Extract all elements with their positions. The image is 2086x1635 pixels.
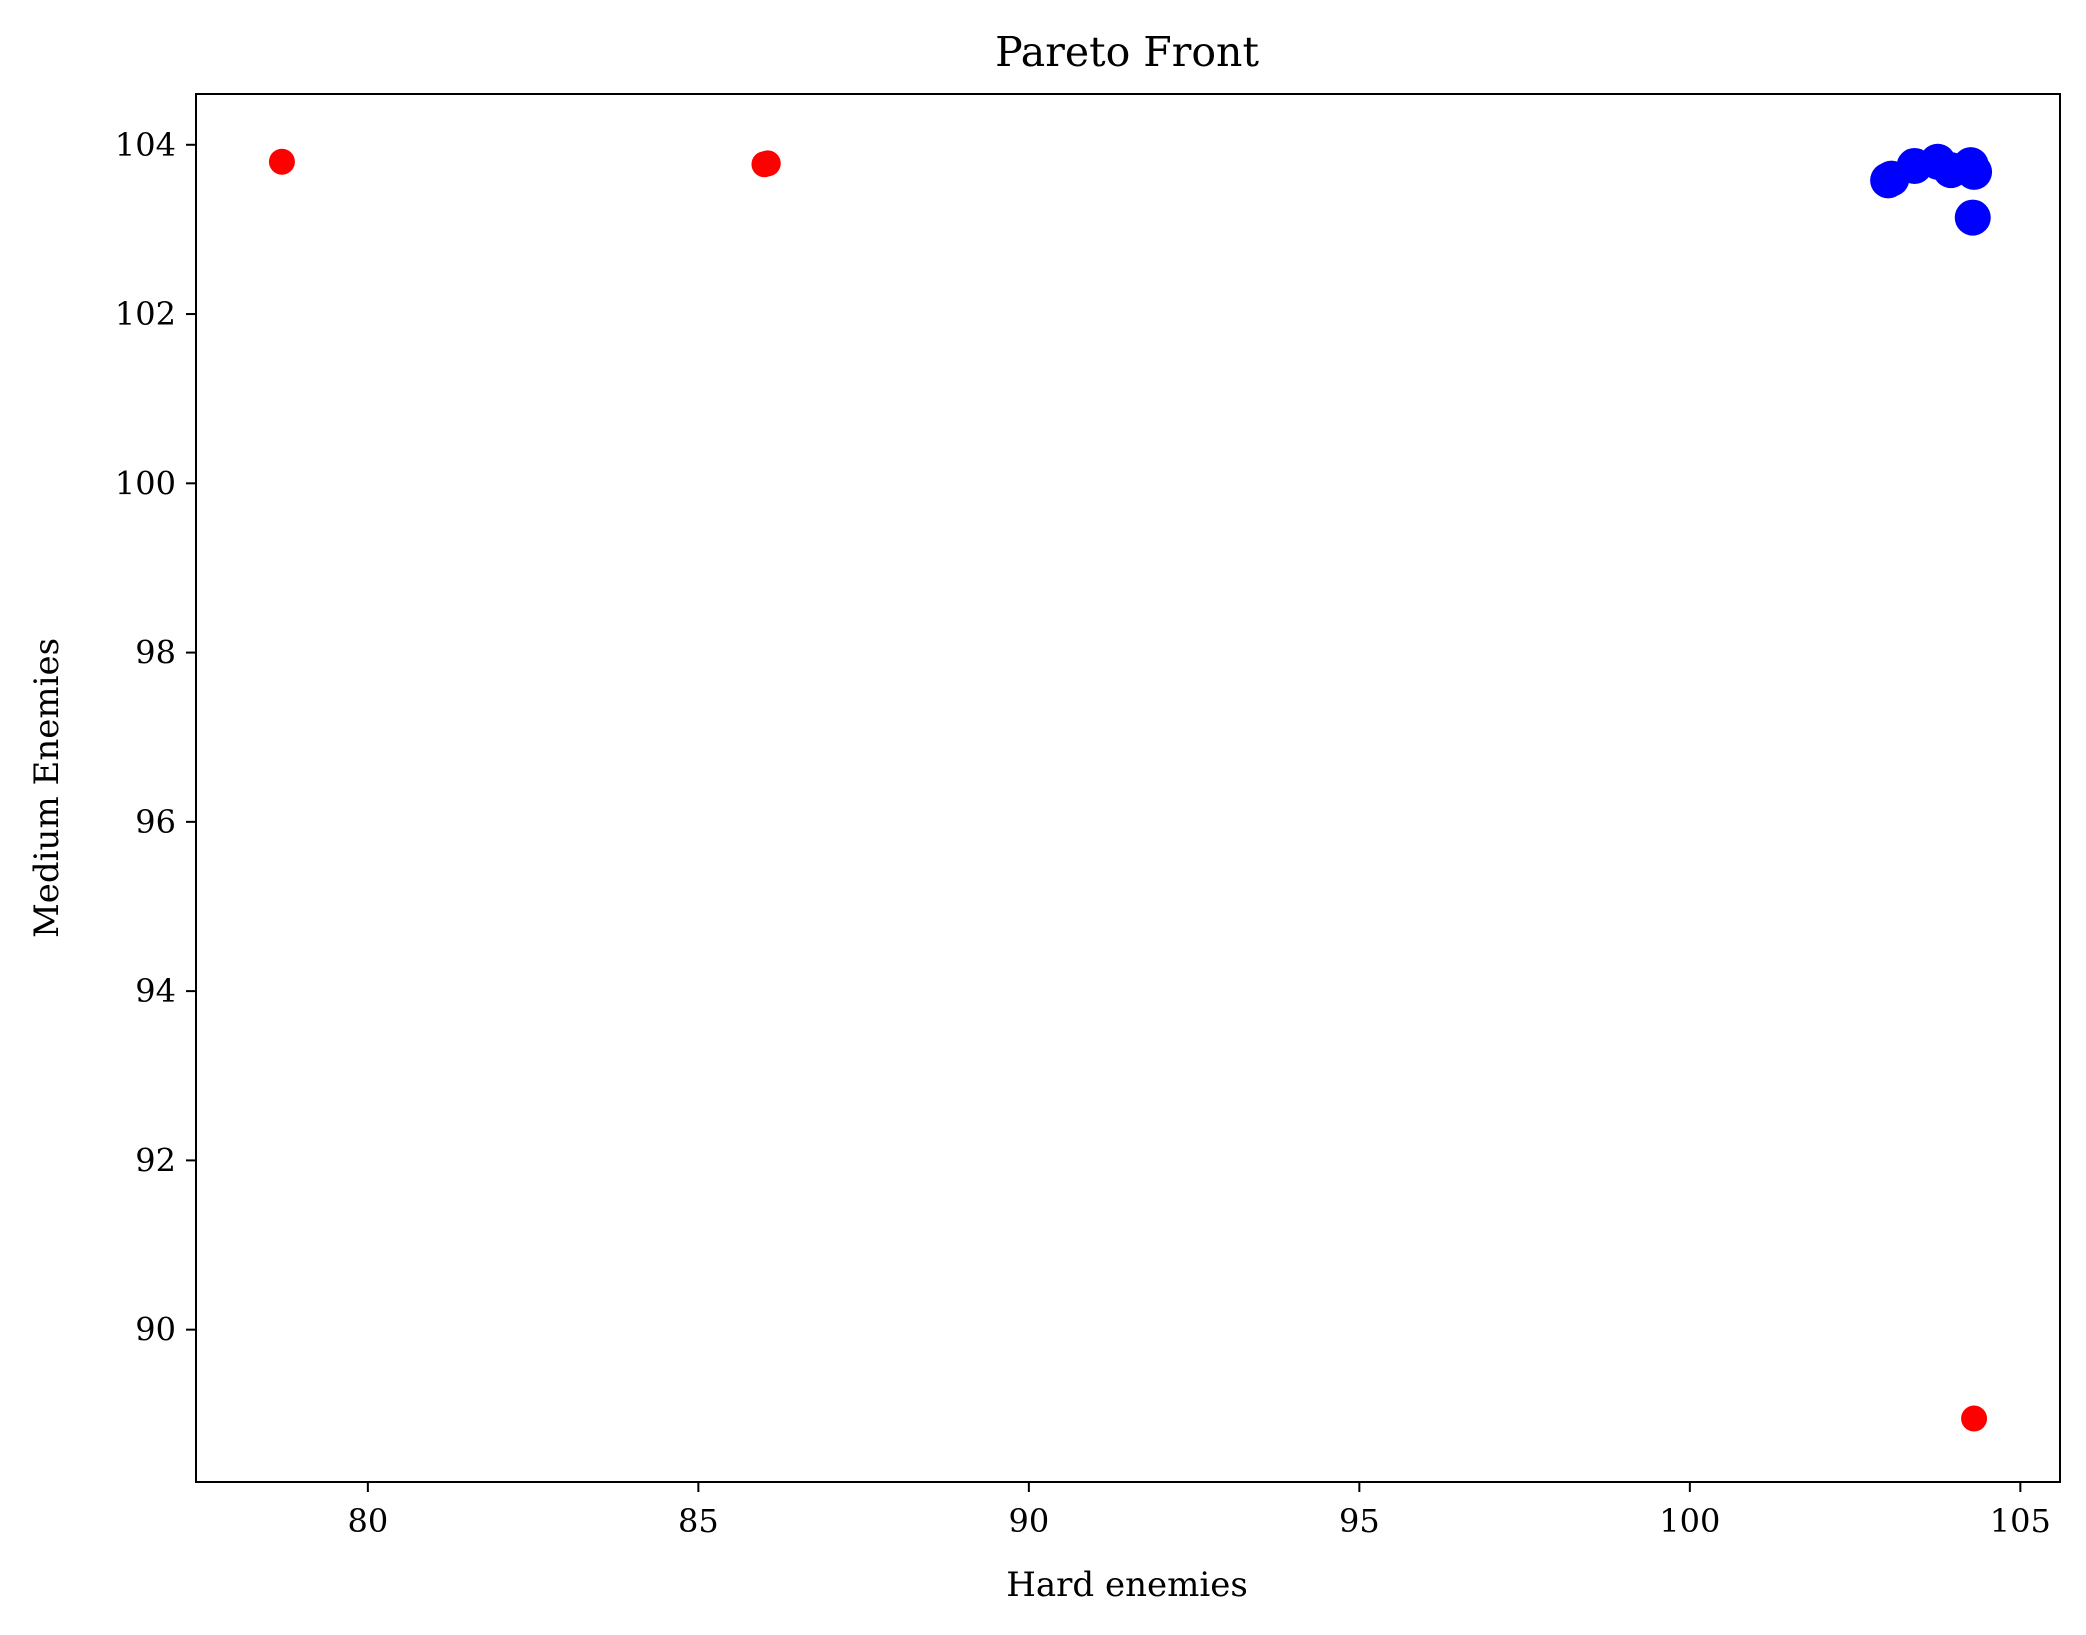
y-tick-label: 92: [135, 1141, 176, 1179]
x-tick-label: 95: [1339, 1502, 1380, 1540]
chart-title: Pareto Front: [995, 28, 1259, 76]
x-tick-label: 80: [347, 1502, 388, 1540]
y-axis-label: Medium Enemies: [27, 638, 67, 938]
x-tick-label: 85: [678, 1502, 719, 1540]
y-tick-label: 102: [115, 295, 176, 333]
x-axis-label: Hard enemies: [1006, 1565, 1248, 1605]
points-layer: [268, 143, 1993, 1432]
x-tick-label: 100: [1659, 1502, 1720, 1540]
x-tick-label: 105: [1990, 1502, 2051, 1540]
x-tick-label: 90: [1008, 1502, 1049, 1540]
y-tick-label: 100: [115, 464, 176, 502]
red-point: [1961, 1405, 1988, 1432]
y-tick-label: 96: [135, 803, 176, 841]
ticks-layer: 80 85 90 95 100 105 90 92 94 96 98 100 102 104: [115, 126, 2051, 1540]
red-point: [268, 148, 295, 175]
y-tick-label: 98: [135, 634, 176, 672]
y-tick-label: 94: [135, 972, 176, 1010]
red-point: [751, 151, 778, 178]
blue-point: [1954, 199, 1991, 236]
y-tick-label: 104: [115, 126, 176, 164]
y-tick-label: 90: [135, 1311, 176, 1349]
plot-frame: [195, 93, 2061, 1483]
blue-point: [1956, 153, 1993, 190]
